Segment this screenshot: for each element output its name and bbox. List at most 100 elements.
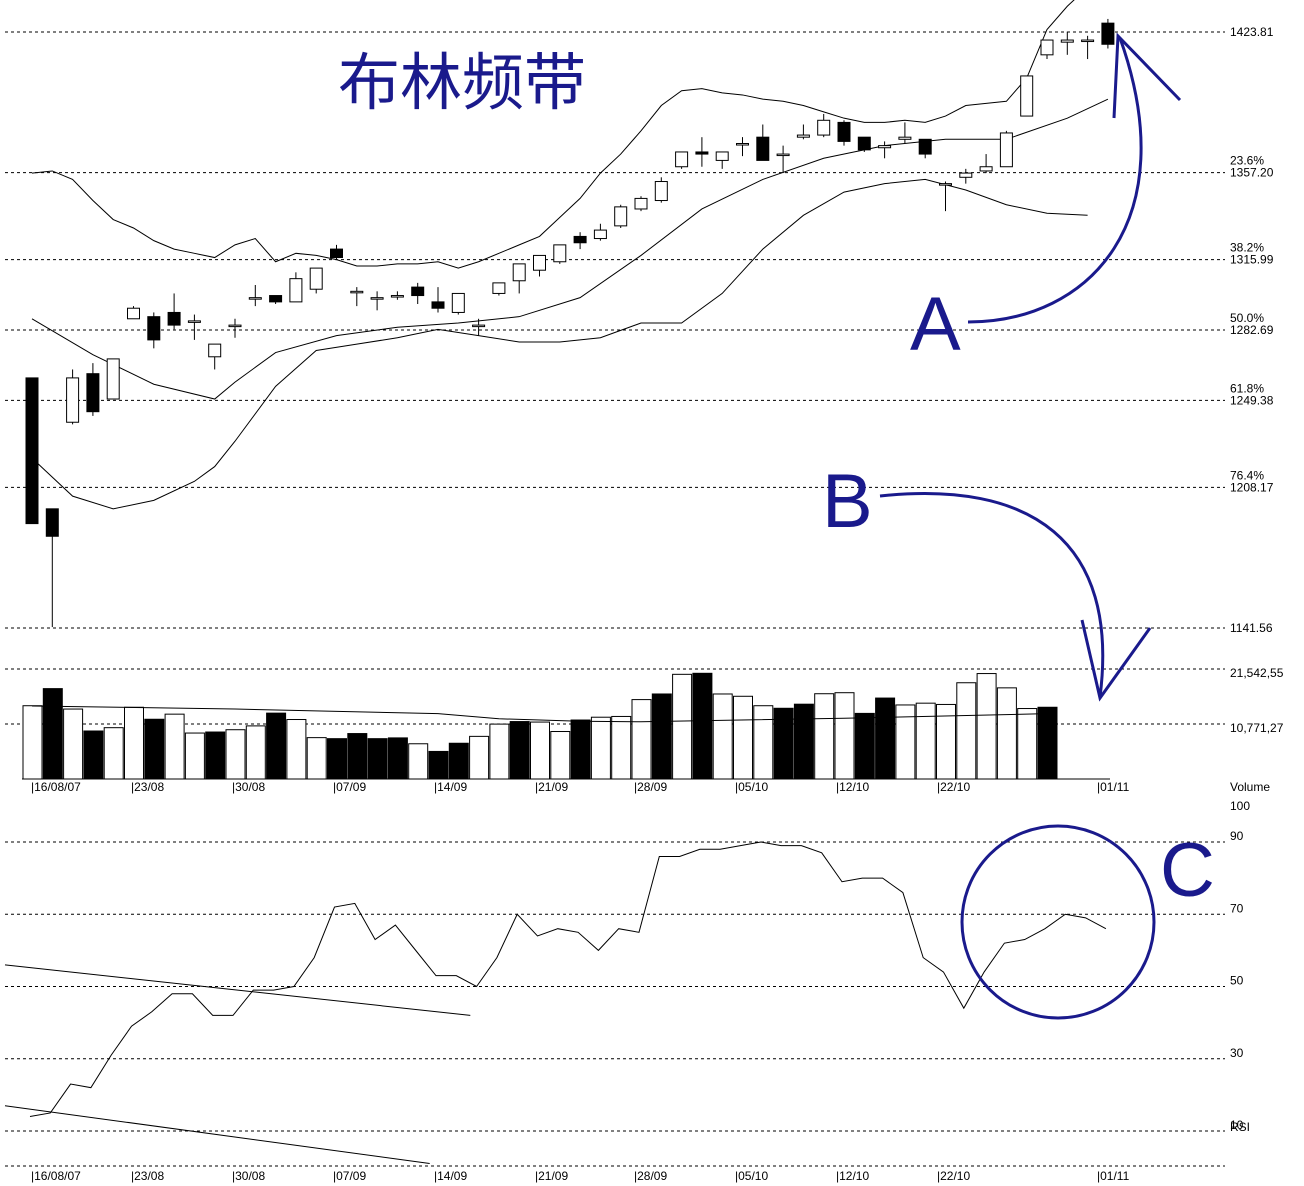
annotation-b-label: B [822,459,873,544]
candle-body [330,248,343,259]
candle [289,272,303,303]
volume-bar [530,721,550,780]
candle [228,318,242,338]
candle-body [512,263,526,282]
candle-body [553,244,567,263]
volume-bar [124,706,144,780]
volume-bar [733,695,753,780]
candle-body [208,343,222,358]
volume-bar [63,708,84,780]
volume-bar [570,719,591,780]
volume-bar [550,731,571,780]
volume-bar [225,729,246,780]
rsi-date-label: |30/08 [232,1169,265,1183]
candle [675,151,689,169]
candle [1040,39,1054,60]
candle-body [634,197,648,210]
fib-level-label: 23.6% [1230,154,1264,168]
volume-bar [814,693,835,780]
annotation-b-arrowhead [1080,619,1152,702]
candle [837,120,851,146]
volume-bar [631,699,652,780]
candle-body [654,181,668,202]
volume-date-label: |22/10 [937,780,970,794]
candle [573,232,587,250]
candle [695,137,709,167]
candle [1060,31,1074,55]
rsi-tick-label: 70 [1230,901,1244,915]
rsi-date-label: |16/08/07 [31,1169,81,1183]
volume-bar [347,733,368,780]
candle [999,130,1013,168]
candle [492,282,506,296]
volume-bar [509,721,530,780]
annotation-b-arrow [879,492,1105,698]
candle [533,254,546,277]
price-gridlines [5,31,1225,629]
rsi-trendline [4,964,471,1016]
candle [1081,35,1095,60]
volume-bar [205,731,226,780]
candle-body [959,172,973,178]
rsi-tick-label: 10 [1230,1118,1244,1132]
volume-date-label: |12/10 [836,780,869,794]
candle-body [918,138,932,155]
candle-body [350,290,364,294]
candle [715,151,729,169]
candle-body [66,377,80,423]
candle [147,312,161,349]
volume-level-label: 10,771,27 [1230,721,1284,735]
candle [106,358,120,400]
candle [736,137,749,157]
volume-bar [895,704,916,780]
candle-body [472,324,486,328]
candle-body [147,316,161,341]
volume-bar [367,738,388,780]
candle-body [228,324,242,328]
rsi-tick-label: 100 [1230,799,1250,813]
candle-body [736,143,749,146]
volume-bar [469,735,490,780]
fib-level-label: 50.0% [1230,311,1264,325]
candle [370,291,384,311]
volume-bar [915,702,936,780]
candlestick-series [25,18,1115,628]
candle-body [1060,39,1074,43]
rsi-date-label: |21/09 [535,1169,568,1183]
rsi-date-label: |14/09 [434,1169,467,1183]
candle-body [289,278,303,303]
price-level-label: 1141.56 [1230,621,1273,635]
candle-body [878,145,892,149]
candle [634,196,648,212]
annotation-a-arrow [967,37,1143,324]
candle [472,318,486,336]
rsi-tick-label: 90 [1230,829,1244,843]
volume-date-label: |28/09 [634,780,667,794]
candle-body [573,235,587,244]
rsi-date-label: |22/10 [937,1169,970,1183]
volume-bar [996,687,1017,780]
volume-bar [164,713,185,780]
volume-bar [712,693,733,780]
volume-bar [773,707,794,780]
volume-bar [408,743,429,780]
volume-bar [672,673,693,780]
candle [411,282,425,304]
candle [431,287,445,313]
candle-body [187,320,201,323]
candle-body [614,206,628,227]
price-level-label: 1357.20 [1230,166,1274,180]
candle-body [776,153,790,157]
volume-bar [793,703,814,780]
rsi-tick-label: 30 [1230,1046,1244,1060]
rsi-axis-title: RSI [1230,1120,1250,1134]
candle [167,293,181,330]
candle [1020,75,1034,117]
candle-body [269,295,283,303]
volume-bar [590,716,611,780]
rsi-trendline [4,1105,430,1165]
rsi-date-label: |01/11 [1097,1169,1130,1183]
candle [248,284,262,307]
volume-bar [976,673,997,780]
